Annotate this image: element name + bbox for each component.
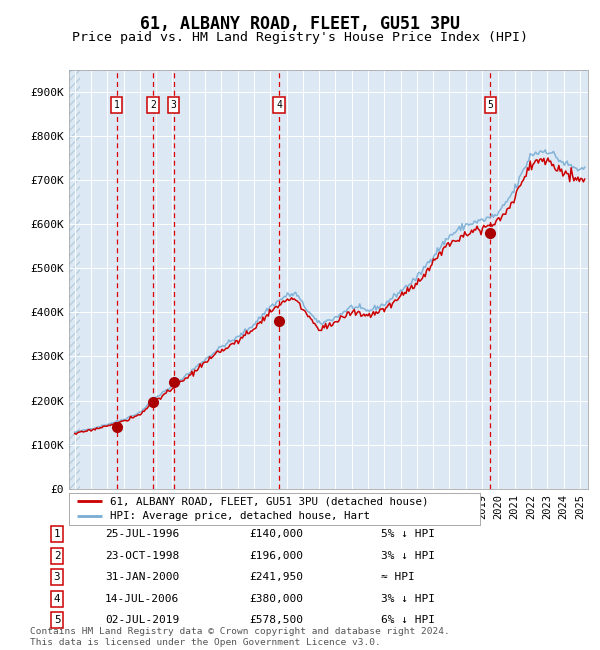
Text: 3% ↓ HPI: 3% ↓ HPI (381, 551, 435, 561)
Text: 14-JUL-2006: 14-JUL-2006 (105, 593, 179, 604)
Text: 5: 5 (487, 100, 493, 110)
Text: Contains HM Land Registry data © Crown copyright and database right 2024.
This d: Contains HM Land Registry data © Crown c… (30, 627, 450, 647)
Text: 6% ↓ HPI: 6% ↓ HPI (381, 615, 435, 625)
Text: £140,000: £140,000 (249, 529, 303, 539)
Text: HPI: Average price, detached house, Hart: HPI: Average price, detached house, Hart (110, 512, 370, 521)
Text: 23-OCT-1998: 23-OCT-1998 (105, 551, 179, 561)
Text: 02-JUL-2019: 02-JUL-2019 (105, 615, 179, 625)
Text: 61, ALBANY ROAD, FLEET, GU51 3PU: 61, ALBANY ROAD, FLEET, GU51 3PU (140, 15, 460, 33)
Text: 2: 2 (54, 551, 60, 561)
Text: 25-JUL-1996: 25-JUL-1996 (105, 529, 179, 539)
Text: 3% ↓ HPI: 3% ↓ HPI (381, 593, 435, 604)
Text: £380,000: £380,000 (249, 593, 303, 604)
Text: Price paid vs. HM Land Registry's House Price Index (HPI): Price paid vs. HM Land Registry's House … (72, 31, 528, 44)
Text: 5: 5 (54, 615, 60, 625)
Text: £578,500: £578,500 (249, 615, 303, 625)
Text: £196,000: £196,000 (249, 551, 303, 561)
Text: 4: 4 (54, 593, 60, 604)
Text: 31-JAN-2000: 31-JAN-2000 (105, 572, 179, 582)
Text: £241,950: £241,950 (249, 572, 303, 582)
Text: 3: 3 (54, 572, 60, 582)
Text: 3: 3 (171, 100, 177, 110)
Text: ≈ HPI: ≈ HPI (381, 572, 415, 582)
Text: 1: 1 (54, 529, 60, 539)
Text: 5% ↓ HPI: 5% ↓ HPI (381, 529, 435, 539)
Text: 2: 2 (150, 100, 156, 110)
Text: 61, ALBANY ROAD, FLEET, GU51 3PU (detached house): 61, ALBANY ROAD, FLEET, GU51 3PU (detach… (110, 497, 428, 506)
Text: 4: 4 (276, 100, 282, 110)
Text: 1: 1 (113, 100, 119, 110)
